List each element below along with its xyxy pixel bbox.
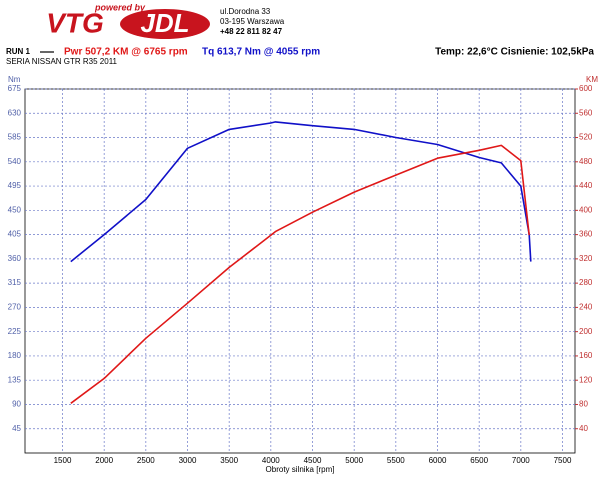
x-tick-label: 5500 bbox=[387, 456, 405, 465]
y2-tick-label: 360 bbox=[579, 230, 593, 239]
logo-oval bbox=[120, 9, 210, 39]
x-tick-label: 3500 bbox=[220, 456, 238, 465]
y2-tick-label: 120 bbox=[579, 375, 593, 384]
x-tick-label: 4500 bbox=[304, 456, 322, 465]
series-line bbox=[70, 144, 530, 404]
y-tick-label: 675 bbox=[8, 84, 22, 93]
logo-tagline: powered by bbox=[94, 2, 146, 12]
y-tick-label: 405 bbox=[8, 230, 22, 239]
address-line: +48 22 811 82 47 bbox=[220, 27, 283, 36]
x-tick-label: 7000 bbox=[512, 456, 530, 465]
y-tick-label: 495 bbox=[8, 181, 22, 190]
y2-tick-label: 600 bbox=[579, 84, 593, 93]
y2-tick-label: 480 bbox=[579, 157, 593, 166]
logo-jdl: JDL bbox=[140, 8, 189, 38]
run-label: RUN 1 bbox=[6, 47, 31, 56]
y-axis-label: Nm bbox=[8, 75, 21, 84]
y2-tick-label: 80 bbox=[579, 400, 588, 409]
y-tick-label: 360 bbox=[8, 254, 22, 263]
y2-axis-label: KM bbox=[586, 75, 598, 84]
address-line: ul.Dorodna 33 bbox=[220, 7, 271, 16]
x-tick-label: 4000 bbox=[262, 456, 280, 465]
x-tick-label: 5000 bbox=[345, 456, 363, 465]
x-tick-label: 6000 bbox=[429, 456, 447, 465]
y-tick-label: 45 bbox=[12, 424, 21, 433]
plot-area bbox=[24, 88, 576, 454]
torque-label: Tq 613,7 Nm @ 4055 rpm bbox=[202, 47, 320, 58]
y-tick-label: 630 bbox=[8, 108, 22, 117]
logo-vtg: VTG bbox=[46, 7, 104, 38]
y2-tick-label: 40 bbox=[579, 424, 588, 433]
y-tick-label: 585 bbox=[8, 133, 22, 142]
y2-tick-label: 320 bbox=[579, 254, 593, 263]
y2-tick-label: 240 bbox=[579, 303, 593, 312]
y2-tick-label: 280 bbox=[579, 278, 593, 287]
conditions: Temp: 22,6°C Cisnienie: 102,5kPa bbox=[435, 47, 594, 58]
logo: powered by VTG JDL bbox=[22, 2, 210, 39]
x-tick-label: 1500 bbox=[54, 456, 72, 465]
y2-tick-label: 560 bbox=[579, 108, 593, 117]
address-line: 03-195 Warszawa bbox=[220, 17, 285, 26]
y-tick-label: 135 bbox=[8, 375, 22, 384]
y2-tick-label: 160 bbox=[579, 351, 593, 360]
y2-tick-label: 200 bbox=[579, 327, 593, 336]
y-tick-label: 180 bbox=[8, 351, 22, 360]
x-tick-label: 7500 bbox=[554, 456, 572, 465]
y2-tick-label: 520 bbox=[579, 133, 593, 142]
x-tick-label: 2000 bbox=[95, 456, 113, 465]
y-tick-label: 90 bbox=[12, 400, 21, 409]
y-tick-label: 315 bbox=[8, 278, 22, 287]
y-tick-label: 270 bbox=[8, 303, 22, 312]
y-tick-label: 540 bbox=[8, 157, 22, 166]
subtitle: SERIA NISSAN GTR R35 2011 bbox=[6, 57, 118, 66]
y2-tick-label: 400 bbox=[579, 205, 593, 214]
series-line bbox=[70, 121, 532, 263]
x-tick-label: 2500 bbox=[137, 456, 155, 465]
y-tick-label: 225 bbox=[8, 327, 22, 336]
x-axis-label: Obroty silnika [rpm] bbox=[266, 465, 335, 474]
x-tick-label: 6500 bbox=[470, 456, 488, 465]
y2-tick-label: 440 bbox=[579, 181, 593, 190]
y-tick-label: 450 bbox=[8, 205, 22, 214]
x-tick-label: 3000 bbox=[179, 456, 197, 465]
power-label: Pwr 507,2 KM @ 6765 rpm bbox=[64, 47, 188, 58]
